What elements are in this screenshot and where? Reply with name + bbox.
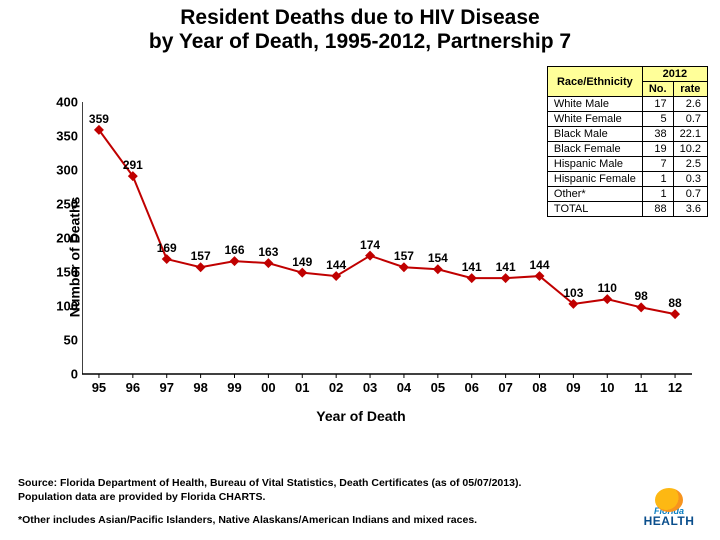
florida-health-logo: Florida HEALTH <box>630 484 708 528</box>
source-line2: Population data are provided by Florida … <box>18 491 620 505</box>
title-line1: Resident Deaths due to HIV Disease <box>0 6 720 30</box>
y-tick-label: 300 <box>38 163 78 178</box>
data-label: 291 <box>123 158 143 172</box>
data-label: 163 <box>258 245 278 259</box>
data-marker <box>602 294 612 304</box>
y-tick-label: 50 <box>38 333 78 348</box>
data-label: 359 <box>89 112 109 126</box>
data-label: 174 <box>360 238 380 252</box>
data-label: 98 <box>634 289 647 303</box>
x-tick-label: 07 <box>498 380 512 395</box>
data-label: 88 <box>668 296 681 310</box>
x-tick-label: 96 <box>126 380 140 395</box>
y-tick-label: 150 <box>38 265 78 280</box>
data-label: 110 <box>598 281 617 295</box>
data-marker <box>365 251 375 261</box>
x-tick-label: 10 <box>600 380 614 395</box>
x-tick-label: 98 <box>193 380 207 395</box>
sun-icon <box>655 488 683 512</box>
data-marker <box>636 302 646 312</box>
data-marker <box>162 254 172 264</box>
x-tick-label: 05 <box>431 380 445 395</box>
x-tick-label: 08 <box>532 380 546 395</box>
data-label: 169 <box>157 241 177 255</box>
x-tick-label: 97 <box>159 380 173 395</box>
data-label: 149 <box>292 255 312 269</box>
data-marker <box>263 258 273 268</box>
x-tick-label: 06 <box>464 380 478 395</box>
x-tick-label: 12 <box>668 380 682 395</box>
x-tick-label: 02 <box>329 380 343 395</box>
x-tick-label: 01 <box>295 380 309 395</box>
th-year: 2012 <box>642 67 707 82</box>
data-marker <box>196 262 206 272</box>
x-tick-label: 03 <box>363 380 377 395</box>
y-tick-label: 350 <box>38 129 78 144</box>
data-marker <box>297 268 307 278</box>
data-marker <box>501 273 511 283</box>
data-label: 103 <box>563 286 583 300</box>
data-label: 144 <box>529 258 549 272</box>
data-label: 141 <box>462 260 482 274</box>
y-tick-label: 100 <box>38 299 78 314</box>
data-label: 141 <box>496 260 516 274</box>
x-tick-label: 95 <box>92 380 106 395</box>
x-tick-label: 04 <box>397 380 411 395</box>
data-label: 154 <box>428 251 448 265</box>
title-line2: by Year of Death, 1995-2012, Partnership… <box>0 30 720 54</box>
data-label: 157 <box>191 249 211 263</box>
data-label: 144 <box>326 258 346 272</box>
data-marker <box>467 273 477 283</box>
data-line <box>99 130 675 314</box>
data-marker <box>433 264 443 274</box>
chart-area: Number of Deaths 35929116915716616314914… <box>22 92 700 422</box>
data-marker <box>399 262 409 272</box>
y-tick-label: 250 <box>38 197 78 212</box>
data-marker <box>670 309 680 319</box>
plot-region: 359 291 169 157 166 163 149 144 174 157 154 141 141 1… <box>82 102 692 374</box>
data-label: 166 <box>224 243 244 257</box>
data-marker <box>230 256 240 266</box>
x-axis-label: Year of Death <box>316 408 405 424</box>
footer-notes: Source: Florida Department of Health, Bu… <box>18 477 620 528</box>
data-marker <box>331 271 341 281</box>
y-tick-label: 0 <box>38 367 78 382</box>
footnote: *Other includes Asian/Pacific Islanders,… <box>18 514 620 528</box>
x-tick-label: 00 <box>261 380 275 395</box>
x-tick-label: 09 <box>566 380 580 395</box>
y-tick-label: 400 <box>38 95 78 110</box>
logo-line2: HEALTH <box>644 514 695 528</box>
data-label: 157 <box>394 249 414 263</box>
chart-title: Resident Deaths due to HIV Disease by Ye… <box>0 0 720 54</box>
y-tick-label: 200 <box>38 231 78 246</box>
x-tick-label: 11 <box>634 380 648 395</box>
x-tick-label: 99 <box>227 380 241 395</box>
source-line1: Source: Florida Department of Health, Bu… <box>18 477 620 491</box>
